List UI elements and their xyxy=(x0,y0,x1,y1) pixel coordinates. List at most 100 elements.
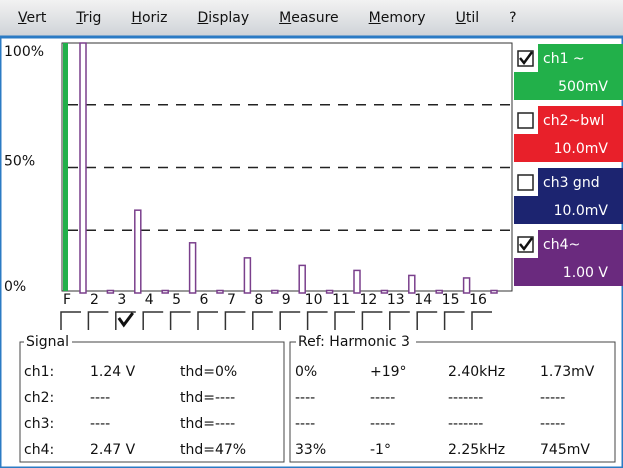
channel-scale-bg xyxy=(514,72,623,100)
checkbox xyxy=(306,311,328,330)
channel-name: ch3 gnd xyxy=(543,175,600,191)
y-tick-label: 0% xyxy=(4,279,26,295)
y-tick-label: 50% xyxy=(4,154,35,170)
checkbox xyxy=(334,311,355,330)
check xyxy=(117,312,134,328)
x-tick-label: 9 xyxy=(282,292,291,308)
channel-checkbox xyxy=(517,174,534,191)
checkbox xyxy=(60,311,81,330)
signal-cell: thd=---- xyxy=(180,416,235,432)
title-bg xyxy=(24,335,72,349)
ref-cell: 33% xyxy=(295,442,326,458)
bar xyxy=(161,289,169,294)
ref-cell: ---- xyxy=(295,390,315,406)
signal-cell: ch2: xyxy=(24,390,54,406)
signal-cell: thd=0% xyxy=(180,364,237,380)
channel-scale-bg xyxy=(514,134,623,162)
ref-cell: ------- xyxy=(448,390,483,406)
x-tick-label: 3 xyxy=(117,292,126,308)
ref-title: Ref: Harmonic 3 xyxy=(298,334,410,350)
x-tick-label: 8 xyxy=(254,292,263,308)
y-tick-label: 100% xyxy=(4,44,44,60)
x-tick-label: 11 xyxy=(332,292,350,308)
ref-cell: ----- xyxy=(370,416,395,432)
ref-cell: 1.73mV xyxy=(540,364,595,380)
signal-cell: 2.47 V xyxy=(90,442,136,458)
menu-item[interactable]: Memory xyxy=(368,10,426,26)
menu-item[interactable]: Trig xyxy=(76,10,102,26)
menu-item[interactable]: Horiz xyxy=(131,10,168,26)
menu-item[interactable]: Vert xyxy=(18,10,47,26)
menu-item[interactable]: ? xyxy=(509,10,517,26)
ref-cell: ----- xyxy=(540,390,565,406)
bar xyxy=(106,289,115,294)
checkbox xyxy=(471,311,492,330)
channel-scale: 10.0mV xyxy=(554,203,609,219)
channel-name-bg xyxy=(538,168,623,196)
x-tick-label: F xyxy=(63,292,71,308)
channel-checkbox xyxy=(517,112,534,129)
bar xyxy=(353,269,361,294)
x-tick-label: 10 xyxy=(305,292,323,308)
ref-cell: 0% xyxy=(295,364,317,380)
signal-title: Signal xyxy=(26,334,69,350)
ref-cell: +19° xyxy=(370,364,407,380)
ref-cell: 745mV xyxy=(540,442,590,458)
checkbox xyxy=(115,311,136,330)
signal-cell: ---- xyxy=(90,390,110,406)
checkbox xyxy=(224,311,246,330)
ref-cell: ----- xyxy=(370,390,395,406)
signal-cell: thd=---- xyxy=(180,390,235,406)
channel-name-bg xyxy=(538,106,623,134)
bar xyxy=(298,264,306,294)
signal-cell: thd=47% xyxy=(180,442,246,458)
menu-item[interactable]: Measure xyxy=(279,10,339,26)
menu-bar: Vert Trig Horiz Display Measure Memory Util? xyxy=(0,0,623,37)
menu-item[interactable]: Display xyxy=(197,10,250,26)
bar xyxy=(271,289,279,294)
checkbox xyxy=(87,311,109,330)
checkbox xyxy=(279,311,301,330)
ref-cell: ----- xyxy=(540,416,565,432)
checkbox xyxy=(197,311,218,330)
x-tick-label: 15 xyxy=(442,292,460,308)
signal-cell: ch4: xyxy=(24,442,54,458)
channel-name: ch4~ xyxy=(543,237,580,253)
checkbox xyxy=(361,311,383,330)
x-tick-label: 2 xyxy=(90,292,99,308)
x-tick-label: 12 xyxy=(359,292,377,308)
channel-scale-bg xyxy=(514,258,623,286)
checkbox xyxy=(169,311,191,330)
checkbox xyxy=(416,311,438,330)
bar xyxy=(216,289,224,294)
check xyxy=(519,51,534,66)
channel-name: ch1 ~ xyxy=(543,51,585,67)
ref-box xyxy=(289,341,616,463)
menu-item[interactable]: Util xyxy=(455,10,480,26)
x-tick-label: 14 xyxy=(414,292,432,308)
bar xyxy=(243,257,252,294)
bar xyxy=(490,289,498,294)
checkbox xyxy=(252,311,273,330)
signal-cell: ---- xyxy=(90,416,110,432)
x-tick-label: 6 xyxy=(200,292,209,308)
ref-cell: -1° xyxy=(370,442,391,458)
x-tick-label: 7 xyxy=(227,292,236,308)
checkbox xyxy=(443,311,465,330)
checkbox xyxy=(142,311,164,330)
checkbox xyxy=(389,311,410,330)
bar xyxy=(134,209,142,294)
x-tick-label: 16 xyxy=(469,292,487,308)
check xyxy=(519,237,534,252)
channel-scale: 10.0mV xyxy=(554,141,609,157)
bar xyxy=(435,289,443,294)
channel-indicator xyxy=(63,43,68,291)
signal-cell: 1.24 V xyxy=(90,364,136,380)
channel-scale: 1.00 V xyxy=(563,265,609,281)
title-bg xyxy=(296,335,416,349)
signal-cell: ch3: xyxy=(24,416,54,432)
x-tick-label: 13 xyxy=(387,292,405,308)
bar xyxy=(79,42,87,294)
channel-name: ch2~bwl xyxy=(543,113,604,129)
